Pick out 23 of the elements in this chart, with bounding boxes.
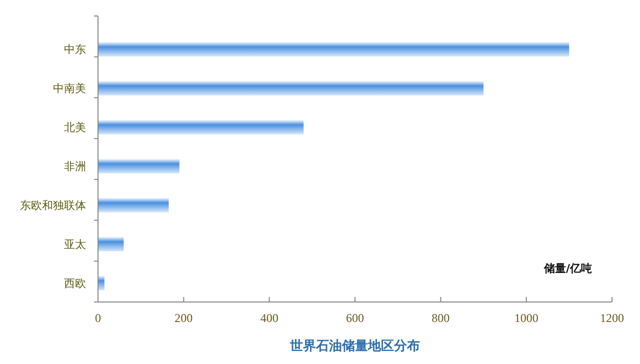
x-tick-label: 200 [174,311,193,325]
text: 世界石油储量地区分布 [289,339,420,354]
bar [98,120,304,134]
bar [98,236,124,252]
y-tick-label: 北美 [64,120,86,134]
x-tick-label: 600 [346,311,364,325]
y-tick-label: 亚太 [64,238,86,251]
y-tick-label: 西欧 [64,276,86,290]
bar [98,158,180,174]
bar [98,198,169,212]
bar [98,42,570,56]
y-tick-label: 非洲 [64,160,86,173]
x-tick-label: 400 [260,311,278,325]
x-tick-label: 1000 [514,311,538,325]
bar [98,276,104,290]
bar [98,80,484,96]
x-tick-label: 800 [432,311,450,325]
x-tick-label: 0 [95,311,101,325]
y-tick-label: 东欧和独联体 [20,198,86,212]
x-axis-title: 储量/亿吨 [542,262,592,275]
y-tick-label: 中南美 [53,82,86,95]
y-tick-label: 中东 [64,42,86,56]
x-tick-label: 1200 [600,311,624,325]
